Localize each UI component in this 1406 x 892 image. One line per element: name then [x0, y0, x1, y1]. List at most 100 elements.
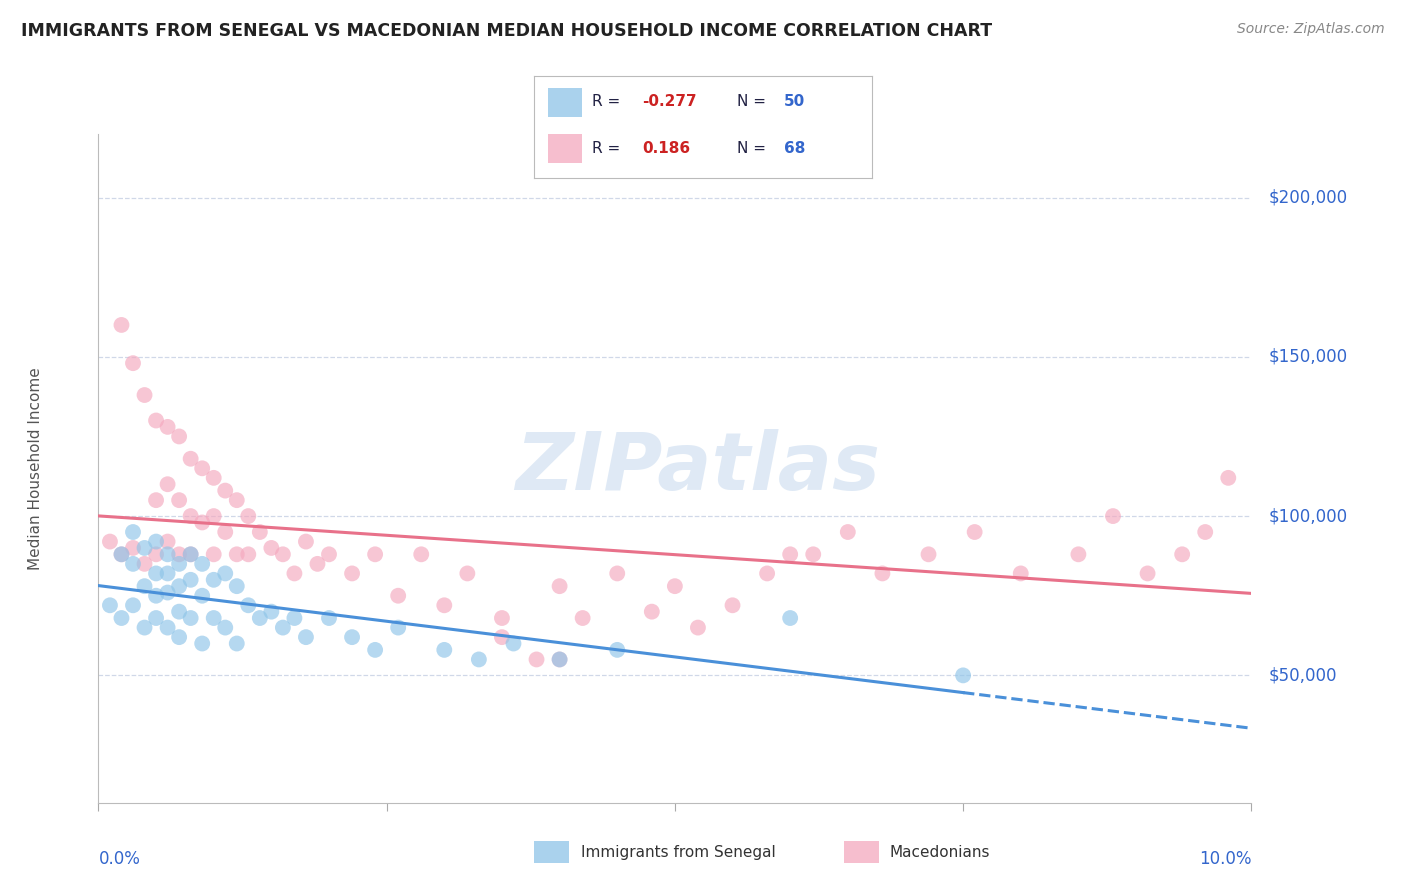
Point — [756, 566, 779, 581]
Point — [387, 621, 409, 635]
Text: ZIPatlas: ZIPatlas — [516, 429, 880, 508]
Point — [167, 557, 190, 571]
Point — [238, 509, 260, 524]
Text: 68: 68 — [785, 141, 806, 155]
Point — [1010, 566, 1032, 581]
Point — [191, 461, 214, 475]
Text: Macedonians: Macedonians — [890, 845, 990, 860]
Point — [191, 557, 214, 571]
Point — [214, 621, 236, 635]
Point — [963, 524, 986, 539]
Point — [295, 534, 318, 549]
Point — [122, 524, 145, 539]
Point — [686, 621, 709, 635]
Point — [387, 589, 409, 603]
Point — [283, 566, 305, 581]
Point — [156, 621, 179, 635]
Point — [641, 605, 664, 619]
Text: 50: 50 — [785, 95, 806, 110]
Point — [191, 516, 214, 530]
Point — [491, 611, 513, 625]
Point — [180, 547, 202, 561]
Point — [156, 585, 179, 599]
Text: R =: R = — [592, 95, 624, 110]
Point — [801, 547, 824, 561]
Point — [167, 579, 190, 593]
Point — [145, 566, 167, 581]
Point — [145, 547, 167, 561]
Point — [122, 557, 145, 571]
Text: $150,000: $150,000 — [1268, 348, 1348, 366]
Point — [225, 579, 247, 593]
Point — [134, 621, 156, 635]
Point — [167, 630, 190, 644]
Point — [191, 589, 214, 603]
Point — [271, 621, 294, 635]
Point — [571, 611, 593, 625]
Text: N =: N = — [737, 141, 770, 155]
Point — [502, 636, 524, 650]
Point — [433, 599, 456, 613]
Text: $200,000: $200,000 — [1268, 188, 1348, 207]
Point — [548, 652, 571, 666]
Point — [318, 547, 340, 561]
Point — [145, 493, 167, 508]
Point — [167, 493, 190, 508]
Point — [225, 547, 247, 561]
Point — [145, 413, 167, 427]
Point — [214, 566, 236, 581]
Point — [1102, 509, 1125, 524]
Point — [167, 429, 190, 443]
Point — [180, 509, 202, 524]
Point — [98, 599, 121, 613]
Point — [202, 547, 225, 561]
Point — [340, 630, 363, 644]
Bar — [548, 88, 582, 117]
Point — [283, 611, 305, 625]
Point — [180, 611, 202, 625]
Point — [238, 599, 260, 613]
Point — [225, 636, 247, 650]
Point — [1194, 524, 1216, 539]
Point — [122, 356, 145, 370]
Text: Source: ZipAtlas.com: Source: ZipAtlas.com — [1237, 22, 1385, 37]
Point — [180, 547, 202, 561]
Point — [721, 599, 744, 613]
Point — [134, 388, 156, 402]
Point — [122, 599, 145, 613]
Point — [156, 566, 179, 581]
Point — [156, 547, 179, 561]
Point — [952, 668, 974, 682]
Text: $100,000: $100,000 — [1268, 507, 1348, 525]
Point — [271, 547, 294, 561]
Point — [249, 524, 271, 539]
Point — [917, 547, 939, 561]
Point — [1136, 566, 1159, 581]
Bar — [548, 135, 582, 163]
Point — [145, 611, 167, 625]
Point — [110, 547, 132, 561]
Point — [779, 547, 801, 561]
Point — [433, 643, 456, 657]
Text: N =: N = — [737, 95, 770, 110]
Point — [872, 566, 894, 581]
Point — [202, 611, 225, 625]
Text: 10.0%: 10.0% — [1199, 849, 1251, 868]
Point — [167, 605, 190, 619]
Point — [548, 579, 571, 593]
Point — [318, 611, 340, 625]
Point — [491, 630, 513, 644]
Point — [238, 547, 260, 561]
Point — [214, 524, 236, 539]
Point — [180, 573, 202, 587]
Point — [202, 471, 225, 485]
Point — [110, 318, 132, 332]
Point — [295, 630, 318, 644]
Point — [202, 509, 225, 524]
Point — [1171, 547, 1194, 561]
Point — [456, 566, 478, 581]
Point — [364, 643, 387, 657]
Point — [837, 524, 859, 539]
Point — [664, 579, 686, 593]
Point — [340, 566, 363, 581]
